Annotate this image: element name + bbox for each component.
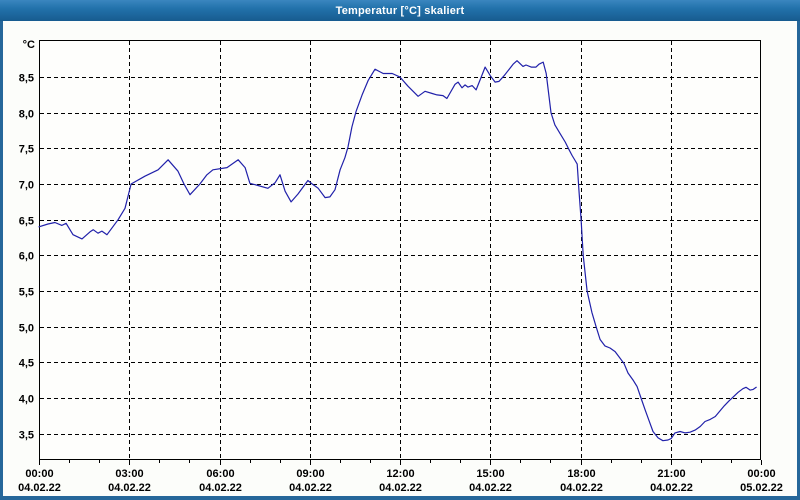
- x-tick-date-label: 04.02.22: [650, 482, 693, 494]
- x-tick-date-label: 04.02.22: [560, 482, 603, 494]
- x-tick-time-label: 06:00: [206, 468, 234, 480]
- window-border-right: [797, 21, 800, 500]
- x-tick-date-label: 04.02.22: [199, 482, 242, 494]
- plot-border: [39, 40, 761, 460]
- x-tick-time-label: 00:00: [747, 468, 775, 480]
- window-title: Temperatur [°C] skaliert: [335, 4, 465, 17]
- x-tick-date-label: 05.02.22: [740, 482, 783, 494]
- y-tick-label: 6,5: [19, 216, 34, 228]
- y-tick-label: 5,0: [19, 323, 34, 335]
- temperature-line: [38, 60, 757, 442]
- x-tick-time-label: 09:00: [296, 468, 324, 480]
- y-tick-label: 3,5: [19, 430, 34, 442]
- y-tick-label: 8,0: [19, 109, 34, 121]
- x-tick-date-label: 04.02.22: [469, 482, 512, 494]
- y-tick-label: 8,5: [19, 73, 34, 85]
- x-tick-date-label: 04.02.22: [18, 482, 61, 494]
- x-tick-time-label: 21:00: [657, 468, 685, 480]
- plot-area: [39, 40, 761, 460]
- x-tick-time-label: 18:00: [567, 468, 595, 480]
- x-tick-time-label: 03:00: [115, 468, 143, 480]
- y-tick-label: 7,0: [19, 180, 34, 192]
- y-tick-label: 7,5: [19, 144, 34, 156]
- y-tick-label: 6,0: [19, 251, 34, 263]
- window-titlebar: Temperatur [°C] skaliert: [0, 0, 800, 21]
- x-tick-time-label: 00:00: [25, 468, 53, 480]
- x-tick-date-label: 04.02.22: [108, 482, 151, 494]
- x-tick-time-label: 15:00: [476, 468, 504, 480]
- y-tick-label: 4,0: [19, 394, 34, 406]
- x-tick-date-label: 04.02.22: [289, 482, 332, 494]
- y-axis-unit-label: °C: [23, 39, 35, 51]
- x-tick-date-label: 04.02.22: [379, 482, 422, 494]
- window-border-bottom: [0, 496, 800, 500]
- window-border-left: [0, 21, 3, 500]
- y-tick-label: 5,5: [19, 287, 34, 299]
- x-tick-time-label: 12:00: [386, 468, 414, 480]
- y-tick-label: 4,5: [19, 358, 34, 370]
